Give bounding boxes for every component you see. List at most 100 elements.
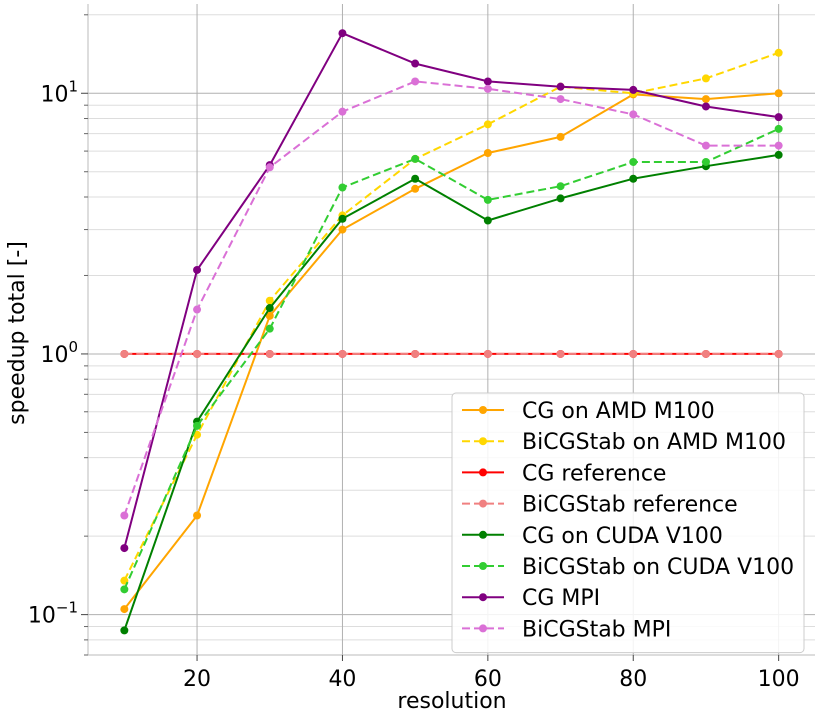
data-point xyxy=(338,107,347,116)
x-tick-label: 100 xyxy=(758,667,800,692)
data-point xyxy=(338,225,347,234)
data-point xyxy=(629,174,638,183)
legend-label: BiCGStab on CUDA V100 xyxy=(522,555,794,580)
data-point xyxy=(774,150,783,159)
data-point xyxy=(120,544,129,553)
data-point xyxy=(556,182,565,191)
series-line xyxy=(123,127,780,590)
data-point xyxy=(120,605,129,614)
data-point xyxy=(411,154,420,163)
series-bicgstab-mpi xyxy=(120,77,783,520)
data-point xyxy=(411,77,420,86)
series-cg-on-cuda-v100 xyxy=(120,150,783,635)
data-point xyxy=(701,74,710,83)
data-point xyxy=(411,184,420,193)
legend-label: BiCGStab MPI xyxy=(522,617,671,642)
data-point xyxy=(265,311,274,320)
x-axis-label: resolution xyxy=(397,689,506,714)
series-line xyxy=(123,92,779,610)
y-axis-label: speedup total [-] xyxy=(5,241,30,425)
data-point xyxy=(483,349,492,358)
plot-frame xyxy=(87,4,815,656)
legend: CG on AMD M100 BiCGStab on AMD M100 CG ref… xyxy=(451,392,805,654)
series-line xyxy=(123,32,779,549)
data-point xyxy=(265,163,274,172)
data-point xyxy=(774,48,783,57)
legend-marker xyxy=(479,624,487,633)
data-point xyxy=(556,132,565,141)
data-point xyxy=(483,120,492,129)
data-point xyxy=(265,324,274,333)
legend-item: CG on CUDA V100 xyxy=(462,524,723,549)
data-point xyxy=(120,349,129,358)
data-point xyxy=(774,349,783,358)
series-line xyxy=(123,153,779,631)
legend-marker xyxy=(479,437,487,446)
data-point xyxy=(701,349,710,358)
x-tick-label: 40 xyxy=(328,667,356,692)
data-point xyxy=(193,421,202,430)
data-point xyxy=(629,349,638,358)
y-tick-base: 10 xyxy=(28,604,56,629)
legend-label: CG MPI xyxy=(522,586,600,611)
data-point xyxy=(629,157,638,166)
legend-label: BiCGStab on AMD M100 xyxy=(522,430,786,455)
data-point xyxy=(193,265,202,274)
data-point xyxy=(556,95,565,104)
data-point xyxy=(120,626,129,635)
legend-label: CG on AMD M100 xyxy=(522,399,715,424)
legend-item: CG reference xyxy=(462,461,666,486)
data-point xyxy=(483,77,492,86)
legend-item: BiCGStab reference xyxy=(462,493,738,518)
data-point xyxy=(701,157,710,166)
data-point xyxy=(483,148,492,157)
series-group xyxy=(120,29,783,635)
y-tick-label: 101 xyxy=(40,77,78,107)
data-point xyxy=(483,195,492,204)
data-point xyxy=(556,349,565,358)
x-tick-label: 80 xyxy=(619,667,647,692)
y-tick-label: 100 xyxy=(40,338,78,368)
data-point xyxy=(411,349,420,358)
data-point xyxy=(556,194,565,203)
y-tick-base: 10 xyxy=(40,82,68,107)
data-point xyxy=(774,124,783,133)
data-point xyxy=(411,59,420,68)
x-tick-label: 60 xyxy=(474,667,502,692)
legend-marker xyxy=(479,593,487,602)
legend-label: CG on CUDA V100 xyxy=(522,524,723,549)
data-point xyxy=(193,511,202,520)
data-point xyxy=(338,29,347,38)
legend-label: BiCGStab reference xyxy=(522,493,738,518)
series-bicgstab-reference xyxy=(120,349,783,358)
legend-label: CG reference xyxy=(522,461,666,486)
series-bicgstab-on-cuda-v100 xyxy=(120,124,783,594)
data-point xyxy=(265,349,274,358)
data-point xyxy=(120,511,129,520)
data-point xyxy=(265,296,274,305)
data-point xyxy=(193,349,202,358)
legend-marker xyxy=(479,530,487,539)
data-point xyxy=(483,216,492,225)
data-point xyxy=(265,304,274,313)
legend-item: CG MPI xyxy=(462,586,600,611)
data-point xyxy=(701,95,710,104)
data-point xyxy=(411,174,420,183)
legend-item: BiCGStab on CUDA V100 xyxy=(462,555,794,580)
legend-marker xyxy=(479,406,487,414)
x-axis-ticks: 20 40 60 80 100 xyxy=(183,655,800,692)
legend-item: CG on AMD M100 xyxy=(462,399,715,424)
data-point xyxy=(556,82,565,91)
data-point xyxy=(338,349,347,358)
data-point xyxy=(483,84,492,93)
y-tick-exponent: 1 xyxy=(68,77,78,95)
legend-item: BiCGStab on AMD M100 xyxy=(462,430,786,455)
data-point xyxy=(629,85,638,94)
data-point xyxy=(774,89,783,98)
legend-item: BiCGStab MPI xyxy=(462,617,671,642)
x-tick-label: 20 xyxy=(183,667,211,692)
legend-marker xyxy=(479,499,487,508)
data-point xyxy=(338,183,347,192)
